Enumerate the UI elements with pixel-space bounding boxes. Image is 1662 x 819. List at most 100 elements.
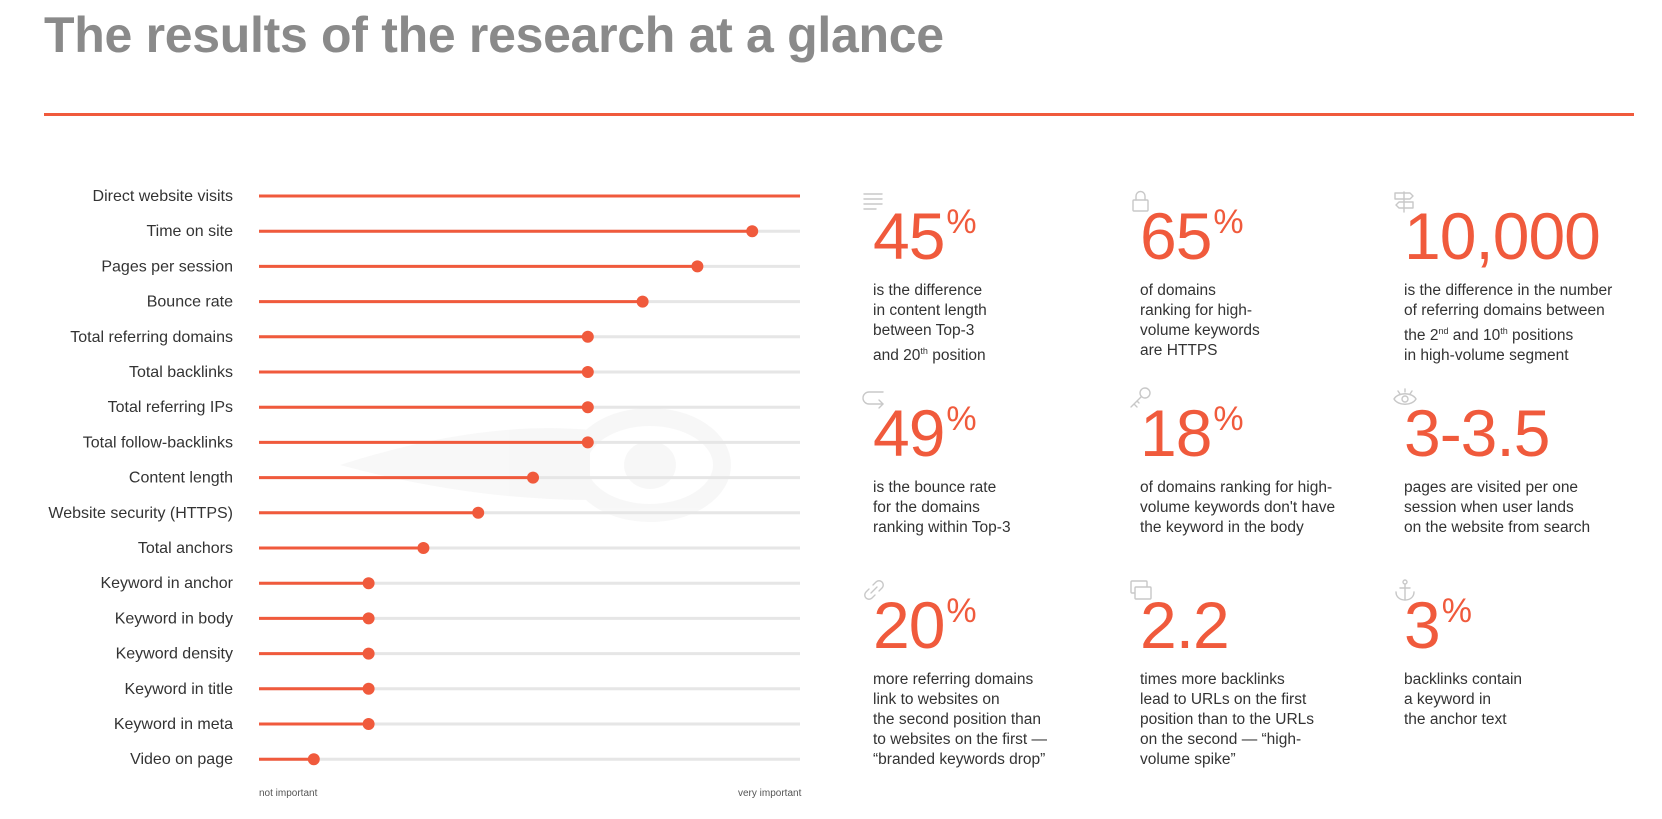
chart-value-dot xyxy=(581,401,594,414)
chart-category-label: Total referring domains xyxy=(70,329,233,346)
stat-description: is the difference in content length betwee… xyxy=(873,281,987,366)
stat-description-line: of referring domains between xyxy=(1404,302,1605,319)
stat-description-line: backlinks contain xyxy=(1404,671,1523,688)
layers-icon xyxy=(1128,578,1154,602)
stat-number: 65% xyxy=(1140,203,1244,269)
chart-value-dot xyxy=(472,506,485,519)
stat-description-line: pages are visited per one xyxy=(1404,479,1579,496)
stat-suffix: % xyxy=(946,203,977,241)
anchor-icon xyxy=(1392,578,1418,602)
signpost-icon xyxy=(1392,189,1418,213)
chart-category-label: Keyword in meta xyxy=(114,716,233,733)
chart-value-dot xyxy=(691,260,704,273)
chart-category-label: Keyword in title xyxy=(125,681,234,698)
stat-number: 10,000 xyxy=(1404,203,1601,269)
stat-number: 3-3.5 xyxy=(1404,400,1550,466)
chart-category-label: Total referring IPs xyxy=(108,399,233,416)
chart-category-label: Direct website visits xyxy=(93,188,233,205)
stat-description-line: the keyword in the body xyxy=(1140,519,1304,536)
chart-category-label: Total follow-backlinks xyxy=(83,434,233,451)
stat-description-line: the 2nd and 10th positions xyxy=(1404,326,1574,345)
stat-description-line: for the domains xyxy=(873,499,980,516)
stat-description-line: link to websites on xyxy=(873,691,1000,708)
stat-value: 65 xyxy=(1140,199,1212,273)
chart-category-label: Keyword in body xyxy=(115,610,233,627)
chart-value-dot xyxy=(581,366,594,378)
stat-description: of domains ranking for high-volume keywor… xyxy=(1140,281,1260,361)
stat-number: 3% xyxy=(1404,592,1472,658)
stat-suffix: % xyxy=(1213,203,1244,241)
stat-description-line: position than to the URLs xyxy=(1140,711,1315,728)
chart-category-label: Total backlinks xyxy=(129,364,233,381)
stat-description-line: volume spike” xyxy=(1140,751,1236,768)
stat-description-line: of domains ranking for high- xyxy=(1140,479,1333,496)
chart-value-dot xyxy=(307,753,320,766)
stat-description: is the bounce rate for the domains ranking… xyxy=(873,478,1011,538)
chart-category-label: Pages per session xyxy=(101,258,233,275)
chart-value-dot xyxy=(746,225,759,238)
chart-category-label: Time on site xyxy=(146,223,233,240)
chart-value-dot xyxy=(362,612,375,625)
stat-number: 20% xyxy=(873,592,977,658)
stat-value: 18 xyxy=(1140,396,1212,470)
stat-description-line: a keyword in xyxy=(1404,691,1492,708)
return-arrow-icon xyxy=(861,386,887,410)
stat-value: 2.2 xyxy=(1140,588,1230,662)
title-divider xyxy=(44,113,1634,116)
axis-min-label: not important xyxy=(259,788,318,799)
axis-max-label: very important xyxy=(738,788,802,799)
chart-value-dot xyxy=(581,436,594,449)
stat-description-line: ranking within Top-3 xyxy=(873,519,1011,536)
stat-description-line: are HTTPS xyxy=(1140,342,1218,359)
stat-description-line: in high-volume segment xyxy=(1404,347,1569,365)
chart-category-label: Bounce rate xyxy=(147,294,233,311)
key-icon xyxy=(1128,386,1154,410)
stat-number: 2.2 xyxy=(1140,592,1230,658)
stat-description: of domains ranking for high-volume keywo… xyxy=(1140,478,1335,538)
stat-value: 10,000 xyxy=(1404,199,1601,273)
stat-description: is the difference in the number of referr… xyxy=(1404,281,1612,366)
chart-category-label: Content length xyxy=(129,470,233,487)
stat-description-line: on the website from search xyxy=(1404,519,1591,536)
stat-suffix: % xyxy=(946,400,977,438)
text-lines-icon xyxy=(861,189,887,213)
chart-category-label: Keyword density xyxy=(116,646,233,663)
lock-icon xyxy=(1128,189,1154,213)
stat-description-line: ranking for high- xyxy=(1140,302,1253,319)
stat-description-line: more referring domains xyxy=(873,671,1034,688)
stat-description-line: the anchor text xyxy=(1404,711,1507,728)
stat-description: pages are visited per one session when us… xyxy=(1404,478,1590,538)
stat-description-line: of domains xyxy=(1140,282,1216,299)
stat-value: 3-3.5 xyxy=(1404,396,1550,470)
eye-icon xyxy=(1392,386,1418,410)
chart-value-dot xyxy=(636,295,649,308)
stat-description-line: is the bounce rate xyxy=(873,479,997,496)
chart-category-label: Website security (HTTPS) xyxy=(48,505,233,522)
stat-suffix: % xyxy=(946,592,977,630)
chart-category-label: Video on page xyxy=(130,751,233,768)
chart-category-label: Total anchors xyxy=(138,540,233,557)
stat-value: 49 xyxy=(873,396,945,470)
stat-description-line: “branded keywords drop” xyxy=(873,751,1046,768)
link-icon xyxy=(861,578,887,602)
stat-description-line: is the difference in the number xyxy=(1404,282,1613,299)
stat-value: 3 xyxy=(1404,588,1441,662)
chart-value-dot xyxy=(527,471,539,484)
stat-description: times more backlinks lead to URLs on the … xyxy=(1140,670,1314,770)
chart-value-dot xyxy=(417,542,430,554)
chart-value-dot xyxy=(362,647,375,660)
stat-description-line: on the second — “high- xyxy=(1140,731,1302,748)
stat-description-line: and 20th position xyxy=(873,346,986,365)
stat-number: 49% xyxy=(873,400,977,466)
stat-number: 45% xyxy=(873,203,977,269)
stat-description: more referring domains link to websites o… xyxy=(873,670,1047,770)
stat-description-line: between Top-3 xyxy=(873,322,975,339)
stat-description-line: is the difference xyxy=(873,282,983,299)
importance-lollipop-chart: Direct website visits Time on site Pages p… xyxy=(48,188,800,768)
stat-description-line: volume keywords xyxy=(1140,322,1260,339)
chart-value-dot xyxy=(581,330,594,343)
stat-value: 20 xyxy=(873,588,945,662)
chart-value-dot xyxy=(362,577,375,590)
stat-description-line: the second position than xyxy=(873,711,1042,728)
stat-number: 18% xyxy=(1140,400,1244,466)
